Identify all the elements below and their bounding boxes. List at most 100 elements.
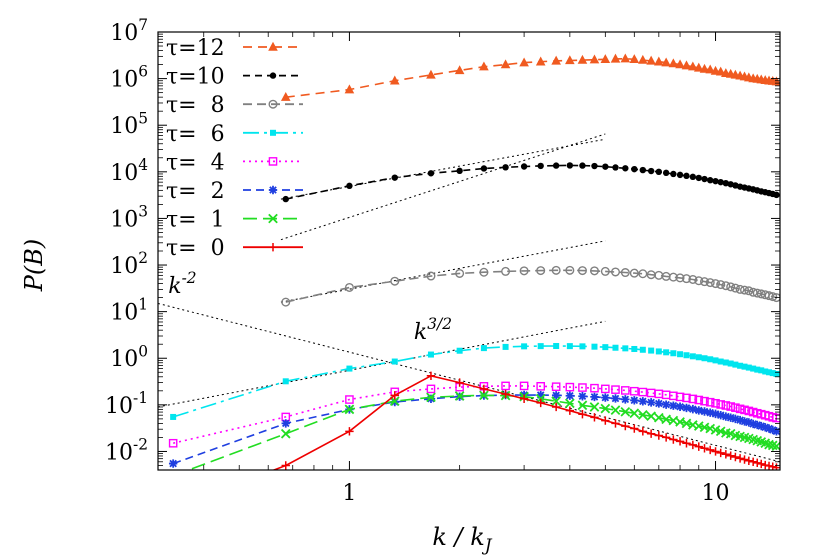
legend-entry: τ= 6 <box>166 122 303 147</box>
data-point <box>535 56 546 66</box>
data-point <box>722 179 730 187</box>
data-point <box>565 398 575 409</box>
legend-label: τ= 2 <box>166 179 225 204</box>
data-point <box>565 382 575 392</box>
data-point <box>589 54 600 64</box>
legend-entry: τ= 2 <box>166 179 303 204</box>
data-point <box>536 390 545 400</box>
data-point <box>630 386 639 396</box>
y-tick-label: 10-2 <box>105 436 148 466</box>
data-point <box>455 268 465 278</box>
series-3 <box>170 343 780 420</box>
data-point <box>501 381 510 391</box>
data-point <box>537 162 544 170</box>
data-point <box>536 382 545 391</box>
data-point <box>773 191 780 199</box>
data-point <box>500 59 511 69</box>
data-point <box>700 277 710 287</box>
data-point <box>726 413 735 422</box>
legend-marker <box>268 243 278 252</box>
data-point <box>168 438 178 448</box>
data-point <box>647 167 655 175</box>
data-point <box>670 350 677 357</box>
data-point <box>654 56 664 66</box>
data-point <box>744 418 754 427</box>
data-point <box>536 398 545 408</box>
data-point <box>675 273 685 283</box>
legend-entry: τ= 0 <box>166 236 303 261</box>
data-point <box>612 164 619 171</box>
data-point <box>663 349 670 356</box>
data-point <box>610 267 620 277</box>
data-point <box>565 55 575 65</box>
data-point <box>565 391 575 400</box>
y-tick-label: 105 <box>110 109 148 139</box>
data-point <box>426 392 436 403</box>
data-point <box>706 177 714 184</box>
data-point <box>677 351 684 358</box>
data-point <box>771 441 780 451</box>
data-point <box>579 343 586 350</box>
y-tick-label: 102 <box>110 249 148 279</box>
data-point <box>426 271 436 281</box>
data-point <box>639 166 647 174</box>
data-point <box>721 281 731 291</box>
data-point <box>730 283 740 293</box>
data-point <box>578 410 587 419</box>
data-point <box>712 177 719 185</box>
data-point <box>662 169 670 177</box>
legend-label: τ=10 <box>166 65 225 90</box>
data-point <box>675 59 685 69</box>
data-point <box>629 268 639 278</box>
data-point <box>168 459 178 468</box>
data-point <box>768 425 777 435</box>
data-point <box>683 172 690 180</box>
x-axis-label-base: k / k <box>432 523 484 551</box>
data-point <box>726 451 735 460</box>
data-point <box>717 178 724 186</box>
data-point <box>621 421 630 431</box>
data-point <box>716 280 726 290</box>
data-point <box>773 370 780 377</box>
data-point <box>675 392 685 402</box>
data-point <box>740 405 749 415</box>
data-point <box>646 411 656 422</box>
legend-entry: τ= 1 <box>166 208 303 233</box>
data-point <box>601 384 610 394</box>
data-point <box>638 397 648 406</box>
data-point <box>344 404 355 415</box>
data-point <box>455 378 464 387</box>
data-point <box>669 435 678 444</box>
data-point <box>620 406 631 417</box>
data-point <box>589 266 599 276</box>
y-tick-label: 103 <box>110 203 148 233</box>
data-point <box>520 163 528 170</box>
data-point <box>346 182 353 190</box>
data-point <box>646 429 656 438</box>
data-point <box>551 396 561 406</box>
data-point <box>661 433 671 442</box>
data-point <box>716 400 725 409</box>
data-point <box>693 62 704 72</box>
data-point <box>170 413 177 420</box>
data-point <box>456 167 463 175</box>
data-point <box>764 424 774 433</box>
legend-label: τ= 0 <box>166 236 225 261</box>
data-point <box>536 266 546 276</box>
data-point <box>757 421 766 431</box>
data-point <box>281 297 291 307</box>
data-point <box>502 164 509 171</box>
data-point <box>731 414 740 424</box>
data-point <box>390 276 400 286</box>
series-2 <box>281 265 780 307</box>
data-point <box>639 346 646 353</box>
legend-entry: τ=12 <box>166 36 303 61</box>
data-point <box>519 266 529 276</box>
data-point <box>344 282 354 292</box>
data-point <box>589 402 600 412</box>
data-point <box>621 386 630 395</box>
k-three-halves-guide-tau12 <box>280 133 606 241</box>
data-point <box>638 387 648 397</box>
data-point <box>694 442 703 451</box>
data-point <box>700 444 709 453</box>
